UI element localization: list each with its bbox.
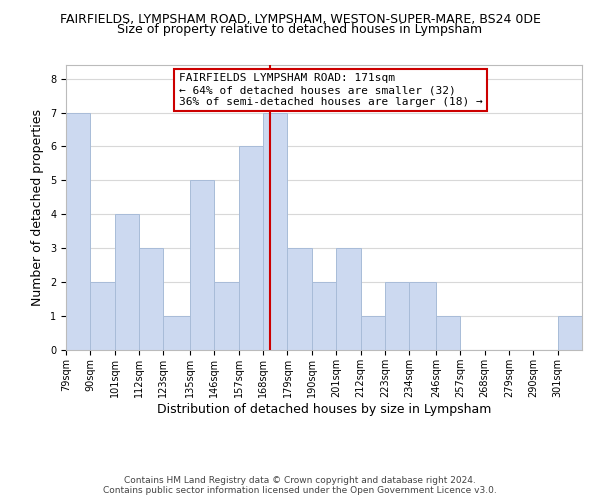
Bar [263,112,287,350]
Text: FAIRFIELDS, LYMPSHAM ROAD, LYMPSHAM, WESTON-SUPER-MARE, BS24 0DE: FAIRFIELDS, LYMPSHAM ROAD, LYMPSHAM, WES… [59,12,541,26]
Bar [190,180,214,350]
Text: Size of property relative to detached houses in Lympsham: Size of property relative to detached ho… [118,24,482,36]
Bar [214,282,239,350]
Text: FAIRFIELDS LYMPSHAM ROAD: 171sqm
← 64% of detached houses are smaller (32)
36% o: FAIRFIELDS LYMPSHAM ROAD: 171sqm ← 64% o… [179,74,482,106]
Bar [239,146,263,350]
Bar [139,248,163,350]
X-axis label: Distribution of detached houses by size in Lympsham: Distribution of detached houses by size … [157,402,491,415]
Bar [409,282,436,350]
Text: Contains HM Land Registry data © Crown copyright and database right 2024.: Contains HM Land Registry data © Crown c… [124,476,476,485]
Bar [557,316,582,350]
Y-axis label: Number of detached properties: Number of detached properties [31,109,44,306]
Bar [436,316,460,350]
Text: Contains public sector information licensed under the Open Government Licence v3: Contains public sector information licen… [103,486,497,495]
Bar [115,214,139,350]
Bar [385,282,409,350]
Bar [287,248,312,350]
Bar [66,112,91,350]
Bar [361,316,385,350]
Bar [163,316,190,350]
Bar [91,282,115,350]
Bar [336,248,361,350]
Bar [312,282,336,350]
